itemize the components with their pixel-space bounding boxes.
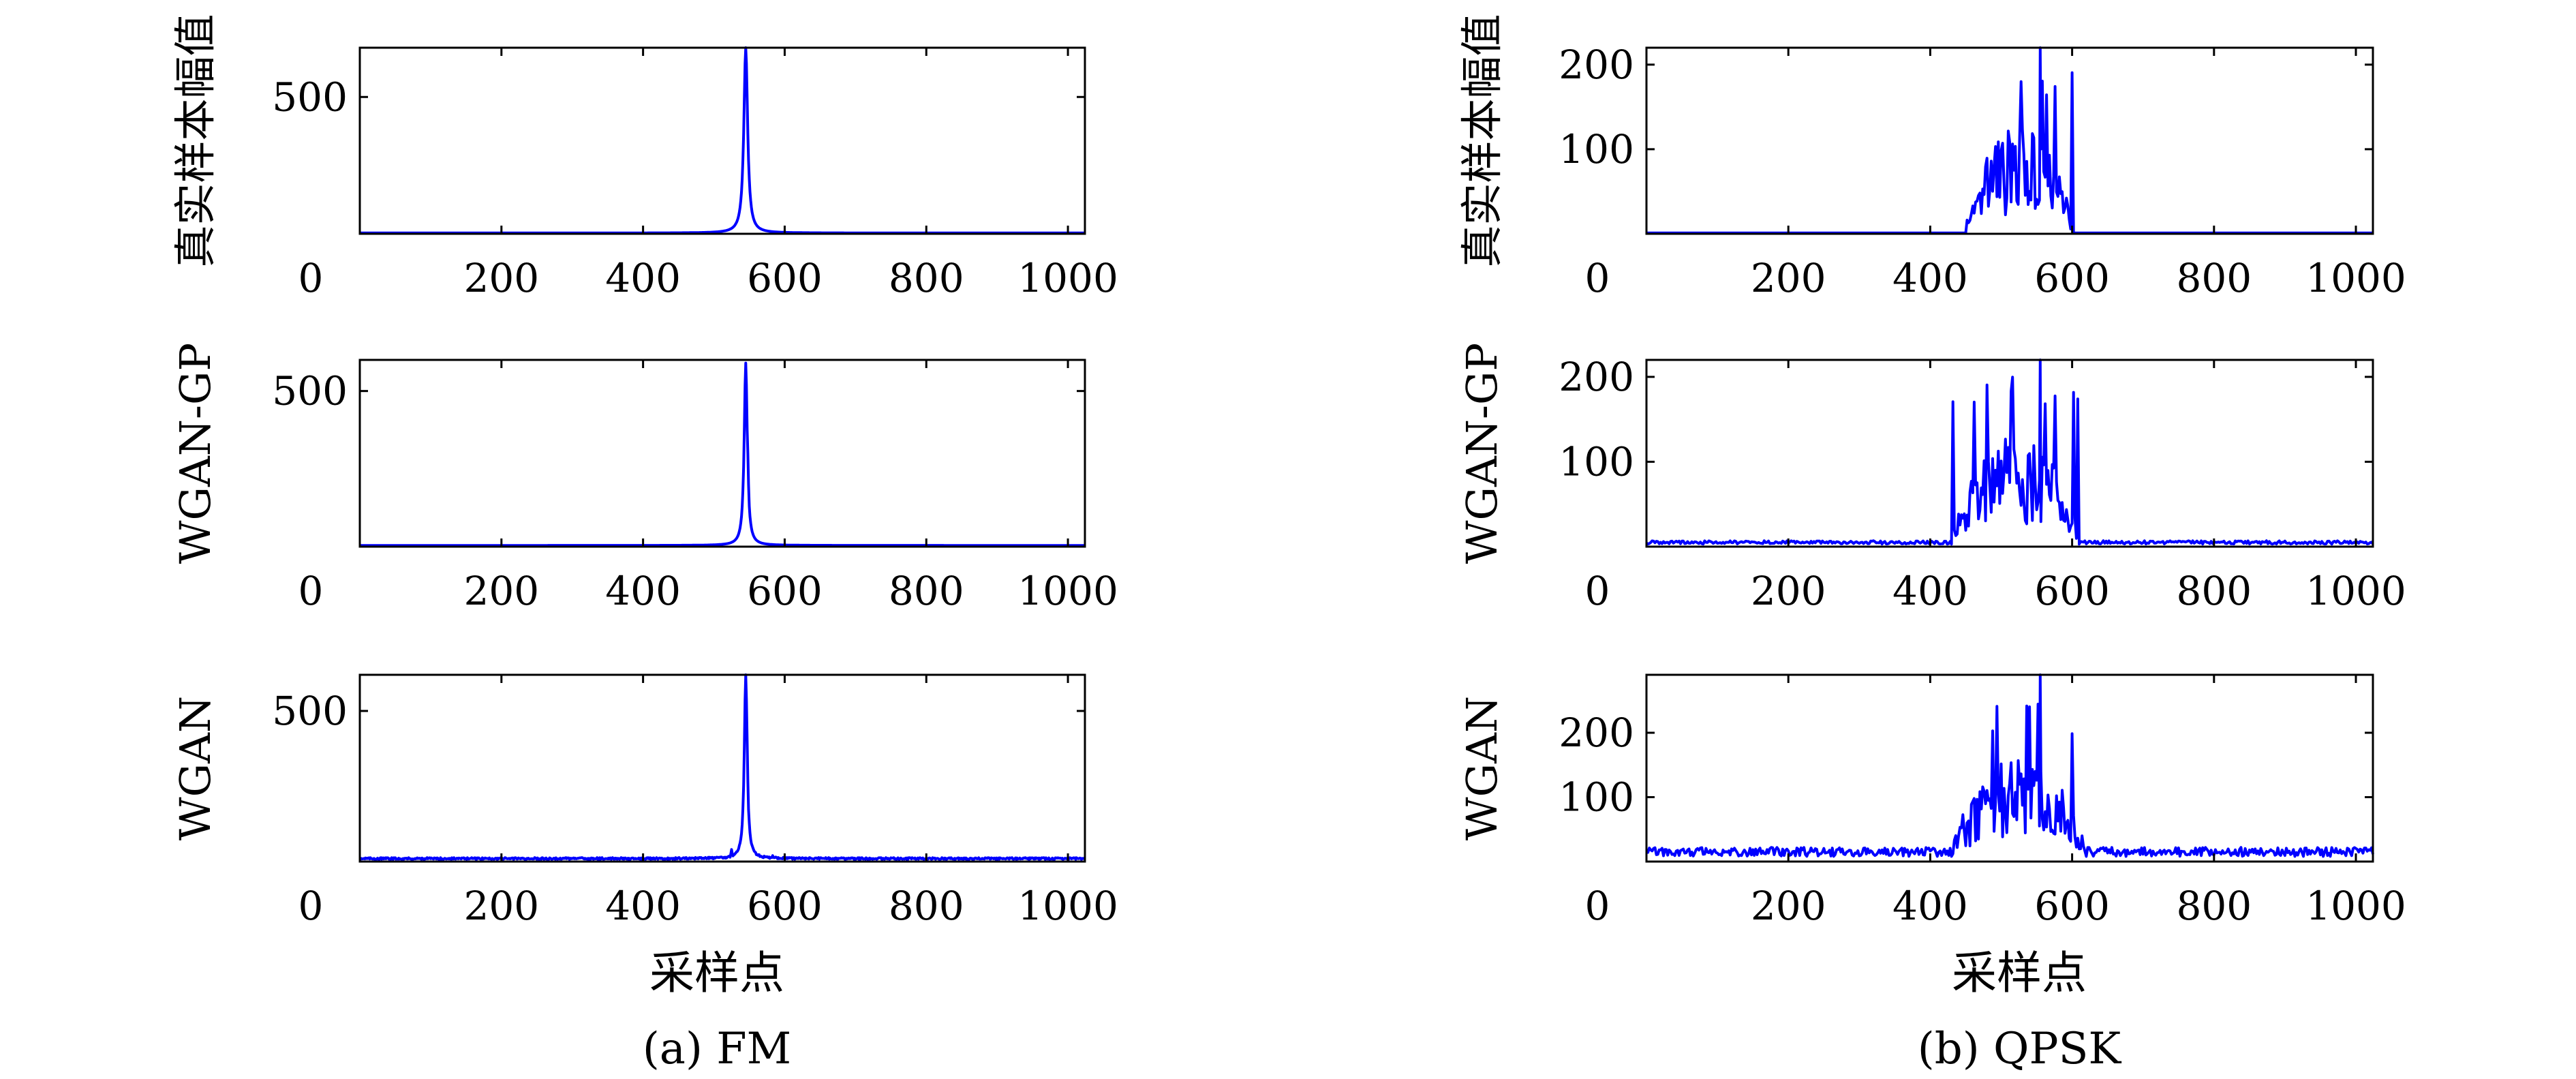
x-tick-label: 1000: [1017, 568, 1118, 614]
x-tick-label: 1000: [2305, 568, 2406, 614]
plot-frame: [1645, 359, 2374, 548]
y-axis-label: WGAN: [170, 696, 220, 840]
x-tick-label: 1000: [2305, 883, 2406, 929]
x-tick-label: 200: [463, 568, 539, 614]
x-tick-label: 400: [1892, 255, 1968, 301]
y-tick-label: 500: [272, 688, 348, 734]
x-tick-label: 800: [2176, 255, 2252, 301]
x-tick-label: 0: [298, 568, 324, 614]
series-line: [1645, 359, 2374, 546]
x-tick-label: 600: [747, 883, 823, 929]
x-tick-label: 1000: [1017, 255, 1118, 301]
x-tick-label: 600: [747, 568, 823, 614]
plot-a-real: 0 200 400 600 800 1000 500 真实样本幅值: [170, 14, 1118, 301]
x-tick-label: 800: [2176, 568, 2252, 614]
y-tick-label: 500: [272, 368, 348, 414]
series-line: [1646, 673, 2374, 858]
x-axis-label-b: 采样点: [1952, 947, 2087, 999]
x-tick-label: 600: [2034, 883, 2110, 929]
panel-a: 0 200 400 600 800 1000 500 真实样本幅值 0 200 400 600 800…: [170, 14, 1118, 1074]
plot-b-wgan: 0 200 400 600 800 1000 100 200 WGAN: [1457, 673, 2406, 929]
series-line: [359, 361, 1086, 547]
y-axis-label: 真实样本幅值: [1457, 14, 1507, 267]
x-tick-label: 400: [1892, 883, 1968, 929]
x-tick-label: 600: [747, 255, 823, 301]
series-line: [1646, 46, 2373, 234]
x-tick-label: 600: [2034, 255, 2110, 301]
x-tick-label: 200: [463, 255, 539, 301]
x-tick-label: 200: [1751, 255, 1826, 301]
y-tick-label: 200: [1559, 710, 1634, 756]
x-tick-label: 200: [463, 883, 539, 929]
x-tick-label: 0: [1585, 883, 1610, 929]
x-tick-label: 0: [1585, 255, 1610, 301]
x-tick-label: 0: [298, 883, 324, 929]
caption-b: (b) QPSK: [1918, 1024, 2122, 1074]
x-tick-label: 0: [1585, 568, 1610, 614]
plot-a-wgan: 0 200 400 600 800 1000 500 WGAN: [170, 673, 1118, 929]
x-tick-label: 800: [889, 568, 964, 614]
y-tick-label: 200: [1559, 354, 1634, 400]
y-tick-label: 100: [1559, 774, 1634, 821]
x-tick-label: 200: [1751, 568, 1826, 614]
y-axis-label: WGAN-GP: [170, 343, 220, 564]
x-tick-label: 400: [605, 255, 681, 301]
y-axis-label: WGAN-GP: [1457, 343, 1507, 564]
plot-frame: [358, 359, 1086, 548]
plot-frame: [358, 46, 1086, 235]
x-tick-label: 400: [1892, 568, 1968, 614]
x-tick-label: 400: [605, 568, 681, 614]
y-axis-label: 真实样本幅值: [170, 14, 220, 267]
plot-frame: [1645, 46, 2374, 235]
series-line: [358, 673, 1086, 861]
plot-b-wgangp: 0 200 400 600 800 1000 100 200 WGAN-GP: [1457, 343, 2406, 614]
plot-a-wgangp: 0 200 400 600 800 1000 500 WGAN-GP: [170, 343, 1118, 614]
y-tick-label: 100: [1559, 438, 1634, 485]
x-tick-label: 800: [889, 255, 964, 301]
y-axis-label: WGAN: [1457, 696, 1507, 840]
plot-frame: [1645, 673, 2374, 863]
x-tick-label: 600: [2034, 568, 2110, 614]
x-tick-label: 0: [298, 255, 324, 301]
x-tick-label: 800: [889, 883, 964, 929]
y-tick-label: 500: [272, 74, 348, 120]
caption-a: (a) FM: [643, 1024, 791, 1074]
x-tick-label: 400: [605, 883, 681, 929]
y-tick-label: 200: [1559, 42, 1634, 88]
series-line: [359, 46, 1086, 234]
y-tick-label: 100: [1559, 126, 1634, 172]
x-tick-label: 1000: [2305, 255, 2406, 301]
x-axis-label-a: 采样点: [649, 947, 784, 999]
x-tick-label: 200: [1751, 883, 1826, 929]
plot-frame: [358, 673, 1086, 863]
x-tick-label: 1000: [1017, 883, 1118, 929]
x-tick-label: 800: [2176, 883, 2252, 929]
plot-b-real: 0 200 400 600 800 1000 100 200 真实样本幅值: [1457, 14, 2406, 301]
